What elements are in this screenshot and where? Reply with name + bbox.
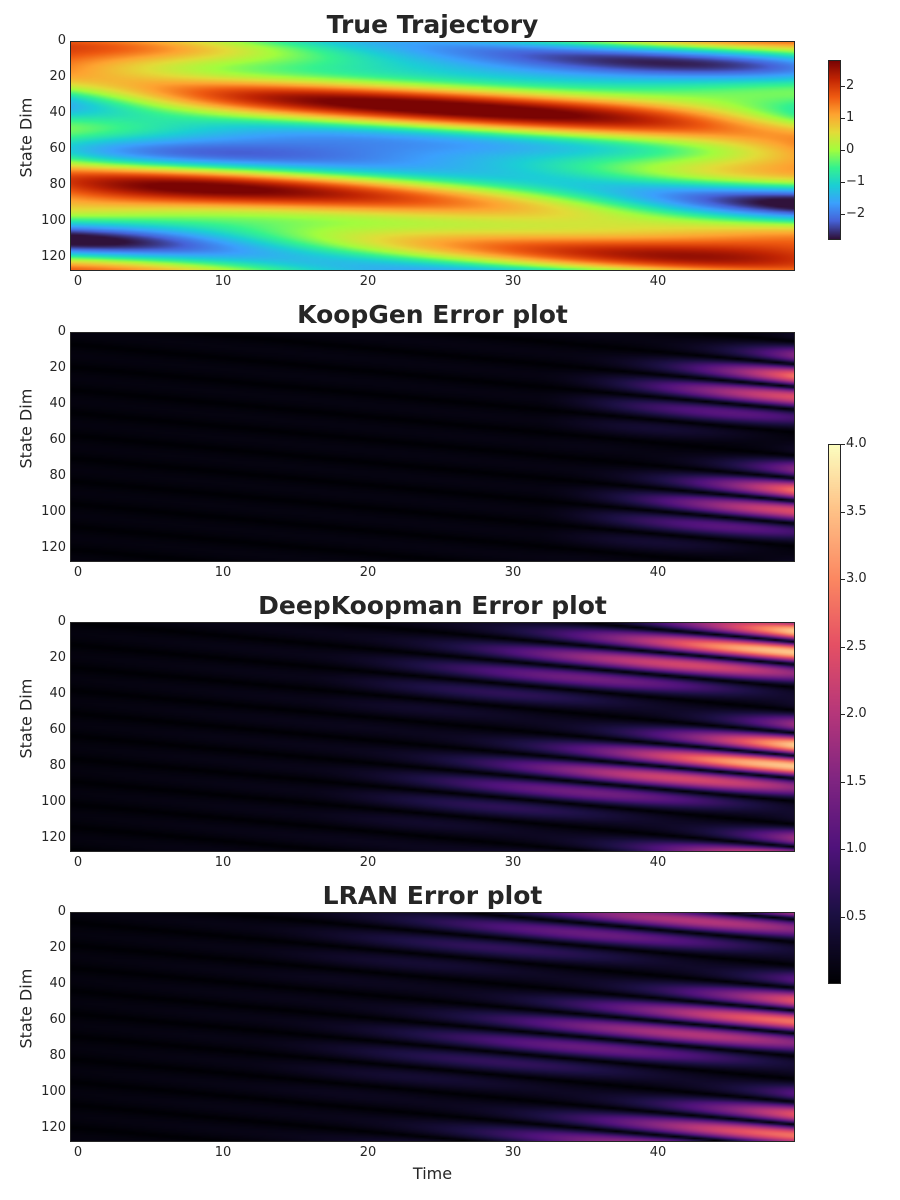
colorbar-tick-label: 4.0 — [846, 436, 867, 451]
heatmap-lran-error — [70, 912, 795, 1142]
y-tick-label: 60 — [49, 431, 66, 447]
y-tick-label: 40 — [49, 685, 66, 701]
x-tick-label: 0 — [73, 565, 83, 580]
y-tick-label: 40 — [49, 104, 66, 120]
x-tick-label: 0 — [73, 1145, 83, 1160]
colorbar-tick-label: −2 — [846, 206, 866, 222]
colorbar-tick-label: 3.5 — [846, 503, 867, 519]
y-tick-label: 80 — [49, 1047, 66, 1063]
colorbar-tick-mark — [841, 781, 845, 783]
y-tick-label: 100 — [41, 212, 66, 228]
colorbar-tick-label: 2.0 — [846, 706, 867, 721]
y-tick-label: 20 — [49, 649, 66, 665]
colorbar-tick-mark — [841, 646, 845, 648]
colorbar-tick-mark — [841, 444, 845, 445]
x-tick-label: 30 — [504, 565, 522, 580]
y-tick-label: 20 — [49, 68, 66, 84]
x-tick-label: 0 — [73, 274, 83, 289]
chart-title-lran: LRAN Error plot — [322, 881, 543, 910]
chart-title-deepkoopman: DeepKoopman Error plot — [258, 591, 607, 620]
colorbar-tick-label: 3.0 — [846, 571, 867, 586]
y-axis-label-koopgen: State Dim — [16, 388, 36, 469]
y-tick-label: 60 — [49, 140, 66, 156]
y-tick-label: 80 — [49, 467, 66, 483]
x-tick-label: 40 — [649, 274, 667, 289]
colorbar-tick-label: −1 — [846, 174, 866, 190]
colorbar-magma — [828, 444, 841, 984]
y-tick-label: 60 — [49, 721, 66, 737]
colorbar-tick-mark — [841, 214, 845, 216]
colorbar-tick-label: 2 — [846, 77, 855, 93]
x-tick-label: 20 — [359, 855, 377, 870]
colorbar-tick-mark — [841, 117, 845, 119]
y-axis-label-true-trajectory: State Dim — [16, 97, 36, 178]
chart-title-koopgen: KoopGen Error plot — [297, 300, 568, 329]
colorbar-tick-label: 2.5 — [846, 638, 867, 654]
y-tick-label: 120 — [41, 829, 66, 845]
y-tick-label: 120 — [41, 248, 66, 264]
y-tick-label: 0 — [57, 324, 66, 339]
x-tick-label: 30 — [504, 274, 522, 289]
x-tick-label: 10 — [214, 274, 232, 289]
x-tick-label: 30 — [504, 1145, 522, 1160]
y-tick-label: 20 — [49, 359, 66, 375]
chart-title-true-trajectory: True Trajectory — [326, 10, 539, 39]
x-tick-label: 40 — [649, 855, 667, 870]
x-tick-label: 40 — [649, 1145, 667, 1160]
x-tick-label: 10 — [214, 565, 232, 580]
y-axis-label-deepkoopman: State Dim — [16, 678, 36, 759]
colorbar-tick-label: 1.0 — [846, 841, 867, 856]
colorbar-turbo — [828, 60, 841, 240]
y-tick-label: 100 — [41, 1083, 66, 1099]
colorbar-tick-label: 1.5 — [846, 773, 867, 789]
heatmap-koopgen-error — [70, 332, 795, 562]
y-tick-label: 40 — [49, 395, 66, 411]
colorbar-tick-mark — [841, 714, 845, 715]
y-tick-label: 40 — [49, 975, 66, 991]
colorbar-tick-label: 0 — [846, 142, 855, 157]
x-tick-label: 10 — [214, 1145, 232, 1160]
y-tick-label: 80 — [49, 176, 66, 192]
colorbar-tick-mark — [841, 916, 845, 918]
y-tick-label: 100 — [41, 503, 66, 519]
colorbar-tick-label: 0.5 — [846, 908, 867, 924]
heatmap-deepkoopman-error — [70, 622, 795, 852]
colorbar-tick-label: 1 — [846, 109, 855, 125]
colorbar-tick-mark — [841, 849, 845, 850]
x-tick-label: 20 — [359, 274, 377, 289]
y-axis-label-lran: State Dim — [16, 968, 36, 1049]
y-tick-label: 0 — [57, 904, 66, 919]
x-axis-label-time: Time — [412, 1164, 453, 1183]
y-tick-label: 120 — [41, 539, 66, 555]
y-tick-label: 20 — [49, 939, 66, 955]
y-tick-label: 100 — [41, 793, 66, 809]
y-tick-label: 80 — [49, 757, 66, 773]
colorbar-tick-mark — [841, 579, 845, 580]
colorbar-tick-mark — [841, 511, 845, 513]
x-tick-label: 30 — [504, 855, 522, 870]
colorbar-tick-mark — [841, 150, 845, 151]
y-tick-label: 0 — [57, 614, 66, 629]
colorbar-tick-mark — [841, 85, 845, 87]
y-tick-label: 120 — [41, 1119, 66, 1135]
x-tick-label: 40 — [649, 565, 667, 580]
y-tick-label: 60 — [49, 1011, 66, 1027]
x-tick-label: 10 — [214, 855, 232, 870]
x-tick-label: 20 — [359, 1145, 377, 1160]
y-tick-label: 0 — [57, 33, 66, 48]
colorbar-tick-mark — [841, 182, 845, 184]
x-tick-label: 20 — [359, 565, 377, 580]
heatmap-true-trajectory — [70, 41, 795, 271]
x-tick-label: 0 — [73, 855, 83, 870]
